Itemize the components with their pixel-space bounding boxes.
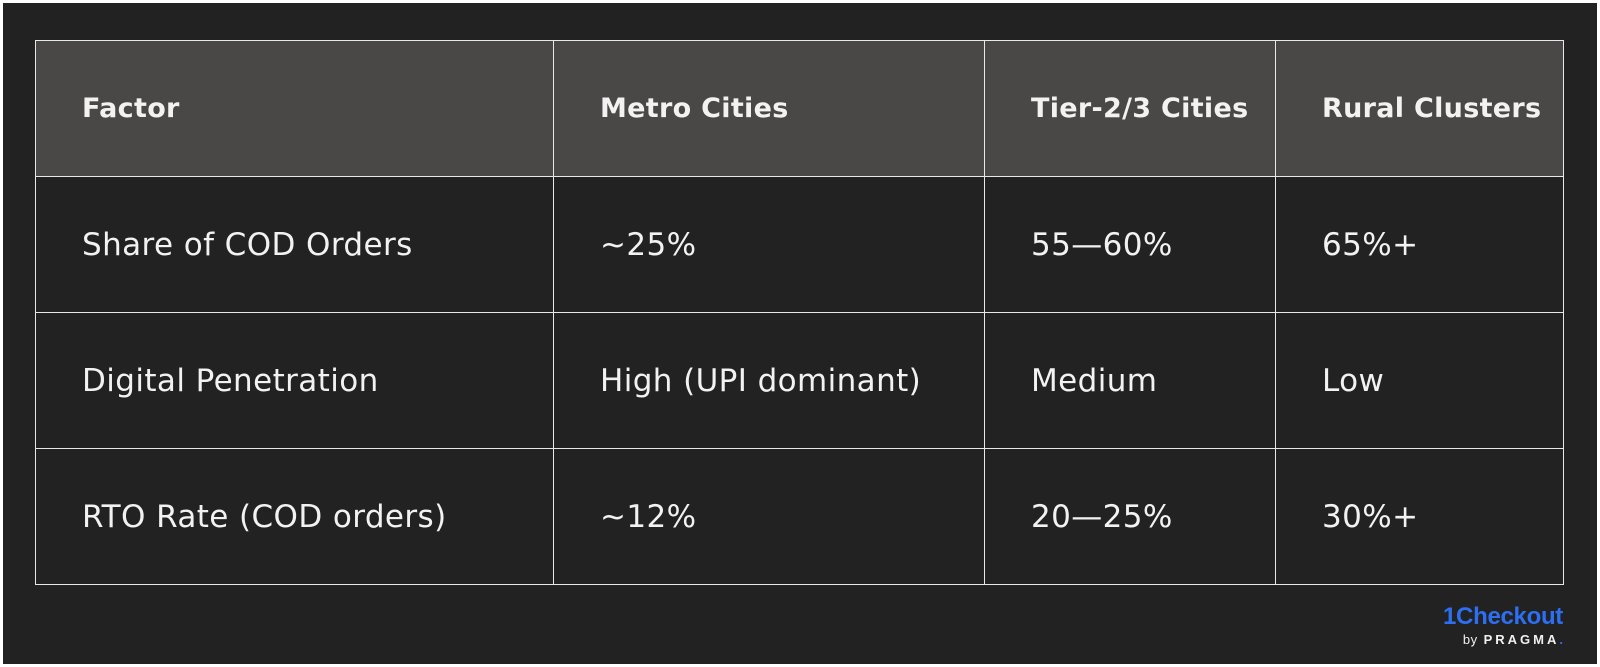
table-row: Share of COD Orders ~25% 55—60% 65%+ [35, 176, 1564, 313]
brand-company: PRAGMA [1483, 632, 1560, 647]
cell-metro-cod-share: ~25% [553, 176, 985, 313]
cell-rural-cod-share: 65%+ [1275, 176, 1564, 313]
cell-tier2-cod-share: 55—60% [984, 176, 1276, 313]
cell-rural-digital-penetration: Low [1275, 312, 1564, 449]
brand-tagline: by PRAGMA. [1443, 630, 1563, 650]
brand-dot: . [1559, 632, 1563, 647]
brand-by: by [1462, 632, 1478, 647]
cell-tier2-digital-penetration: Medium [984, 312, 1276, 449]
header-tier-2-3-cities: Tier-2/3 Cities [984, 40, 1276, 177]
row-label-rto-rate: RTO Rate (COD orders) [35, 448, 554, 585]
brand-name: 1Checkout [1443, 603, 1563, 630]
header-factor: Factor [35, 40, 554, 177]
brand-logo: 1Checkout by PRAGMA. [1443, 604, 1563, 650]
table-row: RTO Rate (COD orders) ~12% 20—25% 30%+ [35, 448, 1564, 585]
cell-tier2-rto-rate: 20—25% [984, 448, 1276, 585]
cell-metro-rto-rate: ~12% [553, 448, 985, 585]
cell-rural-rto-rate: 30%+ [1275, 448, 1564, 585]
header-metro-cities: Metro Cities [553, 40, 985, 177]
row-label-digital-penetration: Digital Penetration [35, 312, 554, 449]
comparison-card: Factor Metro Cities Tier-2/3 Cities Rura… [3, 3, 1597, 664]
cell-metro-digital-penetration: High (UPI dominant) [553, 312, 985, 449]
table-header-row: Factor Metro Cities Tier-2/3 Cities Rura… [35, 40, 1564, 177]
table-row: Digital Penetration High (UPI dominant) … [35, 312, 1564, 449]
header-rural-clusters: Rural Clusters [1275, 40, 1564, 177]
row-label-share-of-cod-orders: Share of COD Orders [35, 176, 554, 313]
comparison-table: Factor Metro Cities Tier-2/3 Cities Rura… [35, 40, 1564, 585]
